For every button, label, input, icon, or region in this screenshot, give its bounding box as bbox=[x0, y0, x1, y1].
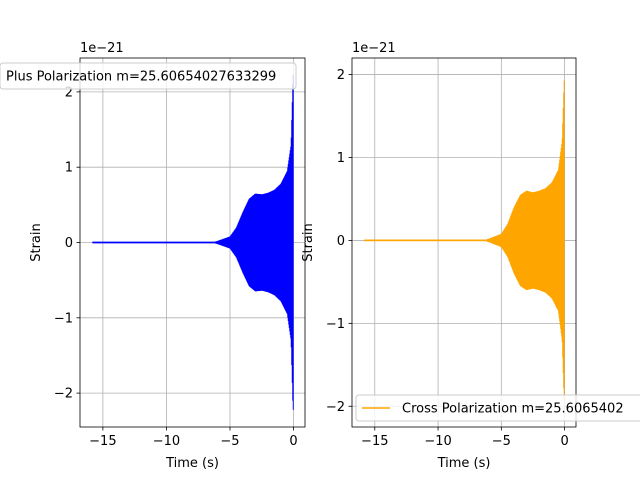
x-axis-label: Time (s) bbox=[437, 456, 491, 471]
legend-box bbox=[355, 394, 640, 422]
axes-frame bbox=[351, 57, 577, 428]
y-tick-label: 0 bbox=[65, 236, 73, 251]
plus-polarization-series bbox=[92, 75, 294, 410]
legend-label: Plus Polarization m=25.60654027633299 bbox=[6, 70, 276, 85]
y-tick-label: −1 bbox=[54, 311, 73, 326]
legend: Cross Polarization m=25.6065402 bbox=[355, 394, 640, 422]
y-tick-label: −2 bbox=[54, 387, 73, 402]
y-tick-label: −1 bbox=[326, 317, 345, 332]
x-tick-label: −10 bbox=[153, 434, 180, 449]
y-tick-label: 0 bbox=[337, 234, 345, 249]
cross-polarization-series bbox=[364, 80, 565, 401]
legend-label: Cross Polarization m=25.6065402 bbox=[402, 402, 624, 417]
x-axis-label: Time (s) bbox=[165, 456, 219, 471]
y-tick-label: 1 bbox=[337, 151, 345, 166]
y-tick-label: −2 bbox=[326, 400, 345, 415]
y-axis-label: Strain bbox=[301, 223, 316, 262]
x-tick-label: −15 bbox=[361, 434, 388, 449]
x-tick-label: −5 bbox=[492, 434, 511, 449]
x-tick-label: −10 bbox=[424, 434, 451, 449]
y-tick-label: 1 bbox=[65, 161, 73, 176]
x-tick-label: −15 bbox=[89, 434, 116, 449]
legend: Plus Polarization m=25.60654027633299 bbox=[0, 62, 297, 90]
y-axis-label: Strain bbox=[29, 223, 44, 262]
legend-box bbox=[0, 62, 297, 90]
offset-text: 1e−21 bbox=[80, 41, 124, 56]
y-tick-label: 2 bbox=[65, 85, 73, 100]
x-tick-label: 0 bbox=[560, 434, 568, 449]
x-tick-label: 0 bbox=[289, 434, 297, 449]
x-tick-label: −5 bbox=[220, 434, 239, 449]
offset-text: 1e−21 bbox=[352, 41, 396, 56]
y-tick-label: 2 bbox=[337, 68, 345, 83]
